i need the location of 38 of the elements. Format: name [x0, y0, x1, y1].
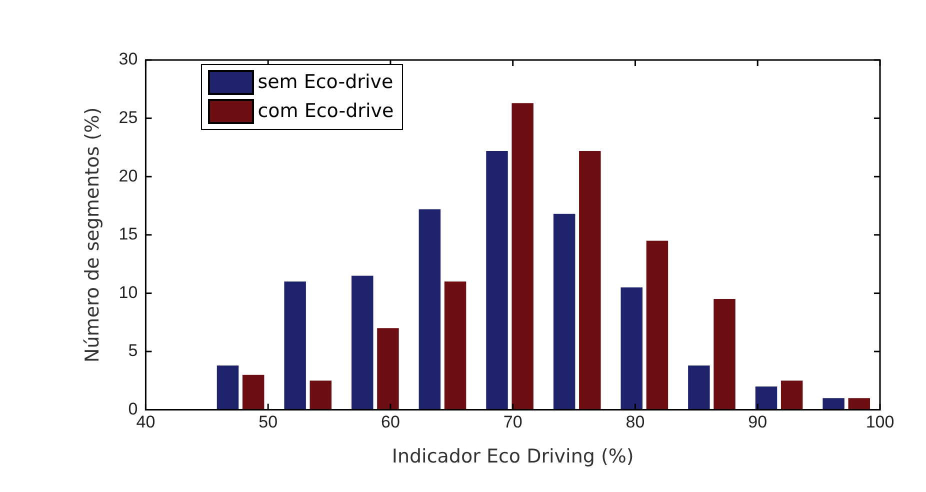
bar [822, 398, 844, 410]
x-tick-label: 90 [748, 412, 768, 432]
y-axis-title: Número de segmentos (%) [81, 107, 104, 362]
bar [755, 386, 778, 410]
y-tick-label: 20 [118, 166, 138, 186]
x-tick-label: 50 [258, 412, 278, 432]
bar [512, 103, 534, 410]
y-tick-label: 30 [118, 50, 138, 69]
bar [352, 276, 374, 410]
bar [310, 380, 332, 410]
bar [377, 328, 399, 410]
bar [646, 240, 668, 410]
x-tick-label: 60 [381, 412, 400, 432]
legend-label: com Eco-drive [258, 99, 394, 124]
bar [780, 380, 803, 410]
bar [486, 150, 508, 410]
y-tick-label: 15 [118, 224, 138, 244]
bar [688, 365, 710, 410]
bar [418, 209, 441, 410]
y-tick-label: 5 [128, 341, 138, 360]
x-tick-label: 100 [866, 412, 894, 432]
y-tick-label: 0 [128, 399, 138, 418]
bar [620, 287, 642, 410]
bar [242, 374, 264, 410]
bar [444, 282, 466, 410]
bar [848, 398, 870, 410]
x-axis-title: Indicador Eco Driving (%) [392, 446, 634, 468]
bar [216, 365, 239, 410]
x-tick-label: 80 [626, 412, 645, 432]
y-tick-label: 10 [118, 282, 138, 302]
y-tick-label: 25 [118, 108, 138, 127]
legend-label: sem Eco-drive [258, 70, 394, 95]
bar [553, 214, 576, 410]
x-tick-label: 70 [503, 412, 522, 432]
bar [579, 150, 601, 410]
bar [714, 299, 736, 410]
bar [284, 282, 306, 410]
x-tick-label: 40 [136, 412, 156, 432]
